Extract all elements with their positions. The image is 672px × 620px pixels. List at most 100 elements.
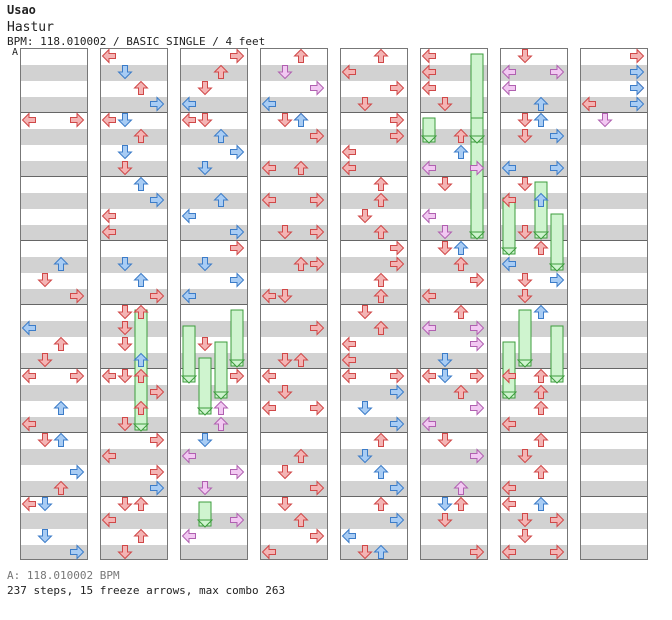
step-arrow-up-icon [533,432,549,448]
measure-line [421,112,487,113]
step-arrow-up-icon [533,192,549,208]
step-arrow-down-icon [517,112,533,128]
step-arrow-left-icon [421,368,437,384]
measure-line [181,176,247,177]
step-arrow-right-icon [629,48,645,64]
step-arrow-down-icon [437,432,453,448]
step-arrow-right-icon [309,400,325,416]
step-arrow-down-icon [517,224,533,240]
step-arrow-left-icon [181,208,197,224]
step-arrow-left-icon [421,160,437,176]
step-arrow-up-icon [373,320,389,336]
step-arrow-right-icon [469,336,485,352]
step-arrow-right-icon [149,384,165,400]
measure-line [101,496,167,497]
freeze-arrow-down [517,304,533,368]
step-arrow-down-icon [597,112,613,128]
step-arrow-up-icon [373,432,389,448]
measure-line [181,496,247,497]
step-arrow-down-icon [517,512,533,528]
measure-line [101,304,167,305]
step-arrow-left-icon [101,112,117,128]
chart-meta: BPM: 118.010002 / BASIC SINGLE / 4 feet [7,35,266,48]
step-arrow-up-icon [373,288,389,304]
measure-line [181,240,247,241]
step-arrow-up-icon [373,192,389,208]
step-arrow-down-icon [357,400,373,416]
measure-line [21,240,87,241]
step-arrow-left-icon [101,208,117,224]
step-arrow-down-icon [277,288,293,304]
step-arrow-left-icon [181,288,197,304]
measure-line [101,432,167,433]
measure-line [261,112,327,113]
step-arrow-down-icon [197,112,213,128]
step-arrow-left-icon [101,368,117,384]
step-arrow-down-icon [277,352,293,368]
freeze-arrow-down [197,352,213,416]
step-arrow-right-icon [229,224,245,240]
step-arrow-right-icon [469,544,485,560]
step-arrow-left-icon [341,160,357,176]
step-arrow-right-icon [549,544,565,560]
step-arrow-down-icon [117,144,133,160]
step-arrow-left-icon [21,368,37,384]
step-arrow-right-icon [469,272,485,288]
step-arrow-down-icon [117,368,133,384]
step-arrow-right-icon [149,464,165,480]
step-arrow-right-icon [309,320,325,336]
step-arrow-left-icon [341,528,357,544]
measure-line [421,176,487,177]
step-arrow-down-icon [117,112,133,128]
step-arrow-down-icon [437,496,453,512]
step-arrow-down-icon [437,240,453,256]
freeze-arrow-right [549,320,565,384]
step-arrow-right-icon [149,288,165,304]
step-arrow-up-icon [373,176,389,192]
measure-line [261,304,327,305]
step-arrow-right-icon [69,544,85,560]
step-arrow-down-icon [517,288,533,304]
measure-line [181,432,247,433]
step-arrow-left-icon [341,64,357,80]
step-arrow-right-icon [229,464,245,480]
step-arrow-right-icon [309,128,325,144]
step-arrow-up-icon [53,400,69,416]
measure-line [261,240,327,241]
step-arrow-up-icon [453,144,469,160]
step-arrow-up-icon [373,48,389,64]
measure-line [501,432,567,433]
step-arrow-right-icon [309,192,325,208]
step-arrow-up-icon [133,304,149,320]
step-arrow-left-icon [21,416,37,432]
step-arrow-right-icon [549,160,565,176]
measure-line [581,496,647,497]
freeze-arrow-right [469,48,485,240]
measure-line [21,304,87,305]
step-arrow-down-icon [357,544,373,560]
step-arrow-up-icon [373,272,389,288]
step-arrow-down-icon [357,96,373,112]
measure-line [101,176,167,177]
step-arrow-down-icon [277,224,293,240]
step-arrow-up-icon [453,240,469,256]
step-arrow-right-icon [549,64,565,80]
measure-line [101,240,167,241]
step-arrow-up-icon [533,112,549,128]
freeze-arrow-left [181,320,197,384]
step-arrow-right-icon [389,256,405,272]
step-arrow-left-icon [181,112,197,128]
step-arrow-up-icon [373,544,389,560]
step-arrow-down-icon [437,96,453,112]
step-arrow-left-icon [421,80,437,96]
step-arrow-up-icon [133,80,149,96]
step-arrow-left-icon [341,352,357,368]
measure-line [341,176,407,177]
step-arrow-right-icon [69,368,85,384]
step-arrow-right-icon [389,240,405,256]
step-arrow-left-icon [261,400,277,416]
step-arrow-up-icon [453,496,469,512]
step-arrow-left-icon [501,64,517,80]
step-arrow-up-icon [133,128,149,144]
step-arrow-left-icon [501,368,517,384]
